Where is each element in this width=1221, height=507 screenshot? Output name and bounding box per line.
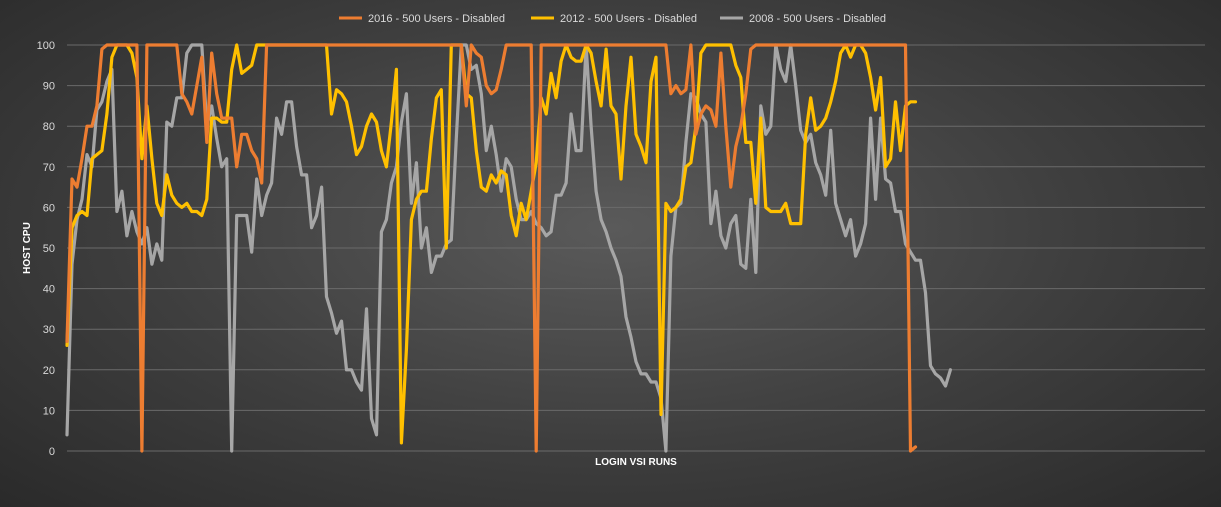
y-tick-label: 30 [43, 324, 55, 336]
series-line-1 [65, 43, 918, 445]
y-tick-label: 90 [43, 81, 55, 93]
legend-label-2008: 2008 - 500 Users - Disabled [749, 13, 886, 25]
y-tick-label: 0 [49, 446, 55, 458]
y-tick-label: 70 [43, 162, 55, 174]
y-tick-label: 10 [43, 405, 55, 417]
series-line-0 [65, 43, 918, 453]
y-tick-label: 100 [37, 40, 55, 52]
x-axis-title: LOGIN VSI RUNS [595, 457, 677, 468]
legend-label-2012: 2012 - 500 Users - Disabled [560, 13, 697, 25]
y-tick-label: 20 [43, 365, 55, 377]
y-tick-label: 80 [43, 121, 55, 133]
y-axis-title: HOST CPU [22, 222, 33, 274]
series-lines [65, 43, 952, 453]
gridlines [67, 44, 1205, 452]
y-tick-label: 50 [43, 243, 55, 255]
series-line-2 [65, 43, 952, 453]
legend-label-2016: 2016 - 500 Users - Disabled [368, 13, 505, 25]
y-tick-label: 60 [43, 202, 55, 214]
y-axis-ticks: 0 10 20 30 40 50 60 70 80 90 100 [37, 40, 55, 458]
legend: 2016 - 500 Users - Disabled 2012 - 500 U… [339, 13, 886, 25]
y-tick-label: 40 [43, 284, 55, 296]
